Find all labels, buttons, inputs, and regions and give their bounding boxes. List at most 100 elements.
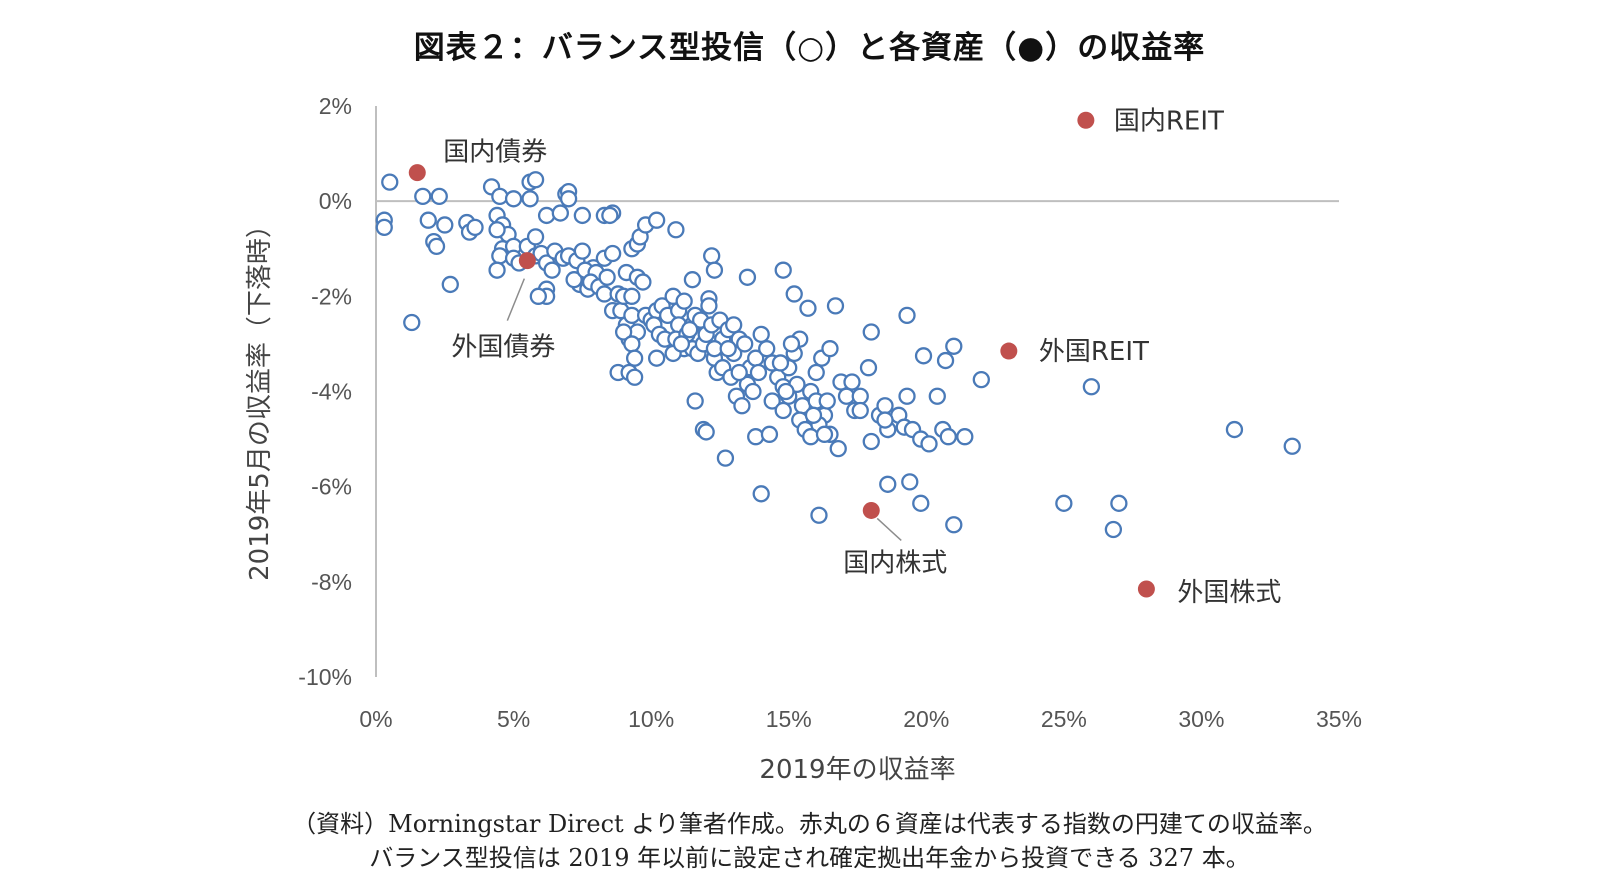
fund-point [681, 320, 699, 339]
fund-point [537, 206, 556, 225]
fund-point [667, 221, 685, 239]
fund-point [876, 411, 894, 429]
fund-point [862, 432, 880, 451]
asset-label: 外国REIT [1039, 337, 1149, 367]
fund-point [752, 485, 770, 503]
tick-labels: 0% 5% 10% 15% 20% 25% 30% 35% 2% 0% -2% -4% -6% -8% -1… [298, 93, 1362, 732]
fund-point [810, 506, 828, 524]
fund-point [419, 211, 437, 229]
asset-point [1000, 342, 1018, 360]
fund-point [815, 425, 834, 443]
fund-point [763, 392, 781, 410]
asset-label: 国内REIT [1114, 106, 1224, 136]
y-tick-label: 0% [319, 188, 352, 214]
fund-point [526, 228, 545, 246]
fund-point [1110, 494, 1128, 512]
fund-point [936, 351, 955, 370]
fund-point [491, 187, 509, 206]
asset-point [518, 252, 536, 270]
fund-point [912, 494, 930, 512]
fund-point [683, 271, 702, 289]
fund-point [774, 261, 792, 279]
fund-points [375, 171, 1301, 539]
fund-point [862, 323, 880, 341]
fund-point [777, 382, 795, 401]
fund-point [802, 428, 820, 446]
fund-point [466, 218, 484, 236]
fund-point [876, 397, 894, 415]
fund-point [686, 392, 704, 410]
fund-point [414, 187, 432, 206]
fund-point [543, 261, 561, 279]
fund-point [488, 261, 506, 279]
fund-point [851, 387, 869, 405]
chart-title: 図表２：バランス型投信（○）と各資産（●）の収益率 [413, 30, 1206, 66]
fund-point [521, 190, 539, 208]
x-tick-label: 10% [628, 706, 674, 732]
fund-point [898, 387, 916, 405]
fund-point [1283, 437, 1301, 455]
fund-point [818, 392, 836, 410]
fund-point [559, 190, 578, 208]
fund-point [623, 287, 641, 305]
fund-point [821, 340, 839, 358]
fund-point [747, 428, 765, 446]
fund-point [697, 423, 715, 441]
y-tick-label: -10% [298, 664, 352, 690]
fund-point [785, 285, 803, 303]
fund-point [807, 363, 825, 382]
fund-point [799, 299, 817, 317]
fund-point [859, 359, 878, 377]
fund-point [427, 237, 446, 256]
fund-point [945, 337, 963, 355]
fund-point [771, 354, 790, 372]
fund-point [614, 323, 633, 341]
fund-point [403, 313, 421, 332]
fund-point [603, 244, 622, 263]
y-tick-label: -4% [311, 379, 352, 405]
fund-point [719, 340, 737, 358]
fund-point [851, 401, 869, 420]
fund-point [625, 368, 644, 386]
asset-point [408, 164, 426, 182]
fund-point [705, 261, 724, 279]
x-tick-label: 25% [1041, 706, 1087, 732]
fund-point [744, 382, 762, 401]
asset-point [862, 501, 880, 519]
fund-point [914, 347, 933, 365]
source-note: （資料）Morningstar Direct より筆者作成。赤丸の６資産は代表す… [292, 810, 1327, 838]
fund-point [565, 271, 583, 289]
fund-point [601, 206, 619, 225]
asset-label: 外国株式 [1177, 578, 1281, 608]
fund-point [381, 173, 399, 191]
x-tick-label: 15% [766, 706, 812, 732]
fund-point [488, 221, 506, 239]
fund-point [1082, 378, 1101, 396]
asset-label: 国内債券 [443, 138, 547, 168]
fund-point [1055, 494, 1073, 512]
asset-label: 国内株式 [843, 548, 947, 578]
y-tick-label: 2% [319, 93, 352, 119]
fund-point [647, 349, 666, 367]
fund-point [598, 268, 616, 286]
x-tick-label: 30% [1178, 706, 1224, 732]
asset-point [1137, 580, 1155, 598]
fund-point [774, 401, 792, 420]
fund-point [504, 190, 523, 208]
y-tick-label: -6% [311, 474, 352, 500]
asset-point [1077, 111, 1095, 129]
fund-point [782, 335, 801, 353]
fund-point [573, 206, 592, 225]
fund-point [738, 268, 757, 286]
fund-point [928, 387, 946, 405]
asset-label: 外国債券 [451, 333, 555, 363]
leader-line [876, 517, 902, 542]
fund-point [826, 297, 845, 315]
fund-point [730, 363, 748, 382]
fund-point [945, 516, 963, 534]
x-axis-title: 2019年の収益率 [759, 755, 955, 785]
fund-point [529, 287, 547, 305]
fund-point [956, 428, 974, 446]
